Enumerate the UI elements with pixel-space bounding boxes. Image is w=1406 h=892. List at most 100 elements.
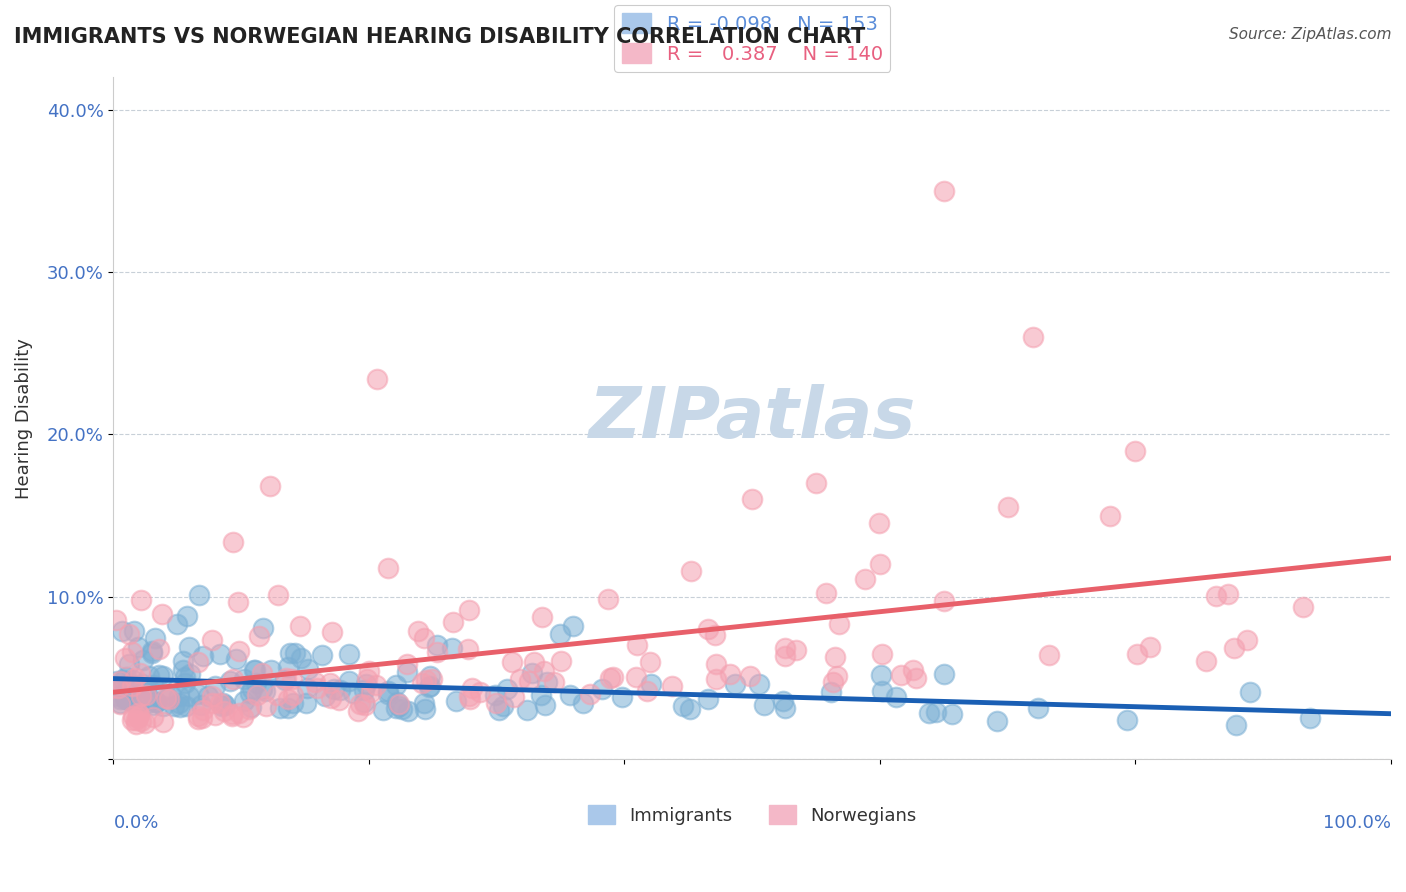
Point xyxy=(337,673,360,688)
Point xyxy=(415,673,437,687)
Point xyxy=(825,668,848,682)
Point xyxy=(250,682,273,697)
Point xyxy=(107,681,129,696)
Point xyxy=(986,714,1008,728)
Point xyxy=(932,184,955,198)
Point xyxy=(997,500,1019,515)
Point xyxy=(121,644,143,658)
Point xyxy=(174,699,197,714)
Point xyxy=(174,675,197,690)
Point xyxy=(121,709,143,723)
Point xyxy=(458,689,481,703)
Point xyxy=(503,690,526,704)
Point xyxy=(260,663,283,677)
Point xyxy=(1223,640,1246,655)
Point xyxy=(408,624,430,638)
Point xyxy=(135,688,157,702)
Point xyxy=(1299,711,1322,725)
Point xyxy=(269,701,291,715)
Point xyxy=(932,667,955,681)
Point xyxy=(297,681,319,696)
Point xyxy=(548,626,571,640)
Point xyxy=(636,683,658,698)
Point xyxy=(533,665,555,679)
Point xyxy=(118,657,141,671)
Point xyxy=(283,689,305,703)
Point xyxy=(228,706,250,720)
Point xyxy=(124,688,146,702)
Point xyxy=(419,679,441,693)
Point xyxy=(820,685,842,699)
Point xyxy=(357,664,380,678)
Point xyxy=(516,703,538,717)
Point xyxy=(872,683,894,698)
Point xyxy=(377,561,399,575)
Point xyxy=(177,640,200,654)
Point xyxy=(117,675,139,690)
Point xyxy=(243,663,266,677)
Point xyxy=(152,698,174,713)
Point xyxy=(128,665,150,680)
Point xyxy=(640,677,662,691)
Point xyxy=(740,669,762,683)
Point xyxy=(824,650,846,665)
Point xyxy=(905,672,928,686)
Point xyxy=(385,694,408,708)
Point xyxy=(245,676,267,690)
Point xyxy=(534,698,557,713)
Point xyxy=(152,715,174,730)
Point xyxy=(211,698,233,713)
Point xyxy=(127,688,149,702)
Point xyxy=(115,670,138,684)
Point xyxy=(121,679,143,693)
Point xyxy=(550,654,572,668)
Point xyxy=(495,681,517,696)
Point xyxy=(704,673,727,687)
Point xyxy=(342,685,364,699)
Point xyxy=(492,698,515,713)
Point xyxy=(868,516,890,530)
Point xyxy=(187,687,209,701)
Point xyxy=(124,671,146,685)
Point xyxy=(103,679,125,693)
Point xyxy=(201,633,224,648)
Point xyxy=(388,698,411,713)
Point xyxy=(1026,701,1049,715)
Point xyxy=(107,674,129,689)
Point xyxy=(388,697,411,711)
Point xyxy=(1292,599,1315,614)
Point xyxy=(536,675,558,690)
Point xyxy=(172,663,194,677)
Point xyxy=(578,687,600,701)
Point xyxy=(488,703,510,717)
Point xyxy=(426,638,449,652)
Point xyxy=(377,684,399,698)
Point xyxy=(925,706,948,720)
Point xyxy=(163,699,186,714)
Point xyxy=(142,698,165,713)
Point xyxy=(395,657,418,671)
Point xyxy=(160,688,183,702)
Point xyxy=(172,654,194,668)
Point xyxy=(135,680,157,694)
Point xyxy=(222,535,245,549)
Point xyxy=(152,669,174,683)
Point xyxy=(155,691,177,706)
Point xyxy=(772,694,794,708)
Point xyxy=(131,652,153,666)
Point xyxy=(228,644,250,658)
Point xyxy=(530,688,553,702)
Point xyxy=(377,687,399,701)
Point xyxy=(212,705,235,719)
Point xyxy=(741,492,763,507)
Point xyxy=(125,716,148,731)
Point xyxy=(596,592,619,607)
Point xyxy=(321,625,343,640)
Point xyxy=(815,586,838,600)
Point xyxy=(294,696,316,710)
Point xyxy=(127,696,149,710)
Point xyxy=(562,619,585,633)
Point xyxy=(145,695,167,709)
Point xyxy=(121,713,143,727)
Point xyxy=(304,674,326,689)
